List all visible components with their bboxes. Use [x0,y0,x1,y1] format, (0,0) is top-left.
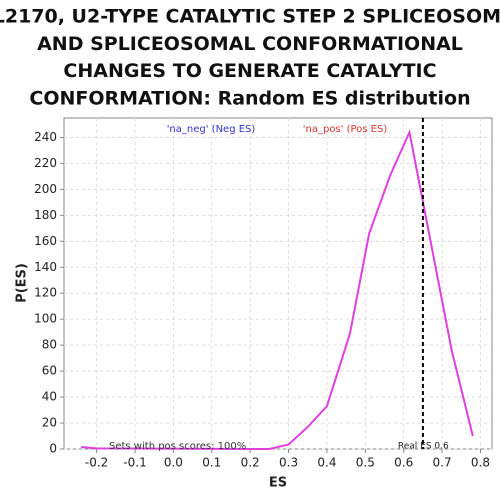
y-tick-label: 160 [34,234,57,248]
chart-title: CL2170, U2-TYPE CATALYTIC STEP 2 SPLICEO… [0,6,500,28]
annotation: 'na_neg' (Neg ES) [167,124,256,135]
chart-title: CHANGES TO GENERATE CATALYTIC [63,60,436,82]
x-tick-label: 0.2 [241,456,260,470]
x-tick-label: 0.1 [202,456,221,470]
y-tick-label: 120 [34,286,57,300]
y-tick-label: 0 [49,442,57,456]
y-tick-label: 20 [42,416,57,430]
chart-title: AND SPLICEOSOMAL CONFORMATIONAL [37,33,463,55]
x-tick-label: -0.1 [123,456,146,470]
x-tick-label: 0.0 [164,456,183,470]
x-tick-label: 0.8 [471,456,490,470]
y-tick-label: 100 [34,312,57,326]
x-tick-label: 0.7 [433,456,452,470]
y-tick-label: 40 [42,390,57,404]
x-tick-label: -0.2 [85,456,108,470]
y-tick-label: 80 [42,338,57,352]
plot-area [63,117,493,450]
x-axis-label: ES [269,476,287,491]
x-tick-label: 0.5 [356,456,375,470]
y-tick-label: 140 [34,260,57,274]
x-tick-label: 0.4 [317,456,336,470]
real-es-label: Real ES 0.6 [398,442,449,452]
y-axis-label: P(ES) [15,263,30,303]
y-tick-label: 240 [34,130,57,144]
annotation: 'na_pos' (Pos ES) [303,124,388,135]
data-line [81,128,474,451]
x-tick-label: 0.6 [394,456,413,470]
y-tick-label: 200 [34,182,57,196]
y-tick-label: 220 [34,156,57,170]
annotation: Sets with pos scores: 100% [109,441,246,452]
y-tick-label: 180 [34,208,57,222]
chart-title: CONFORMATION: Random ES distribution [29,87,470,109]
x-tick-label: 0.3 [279,456,298,470]
y-tick-label: 60 [42,364,57,378]
